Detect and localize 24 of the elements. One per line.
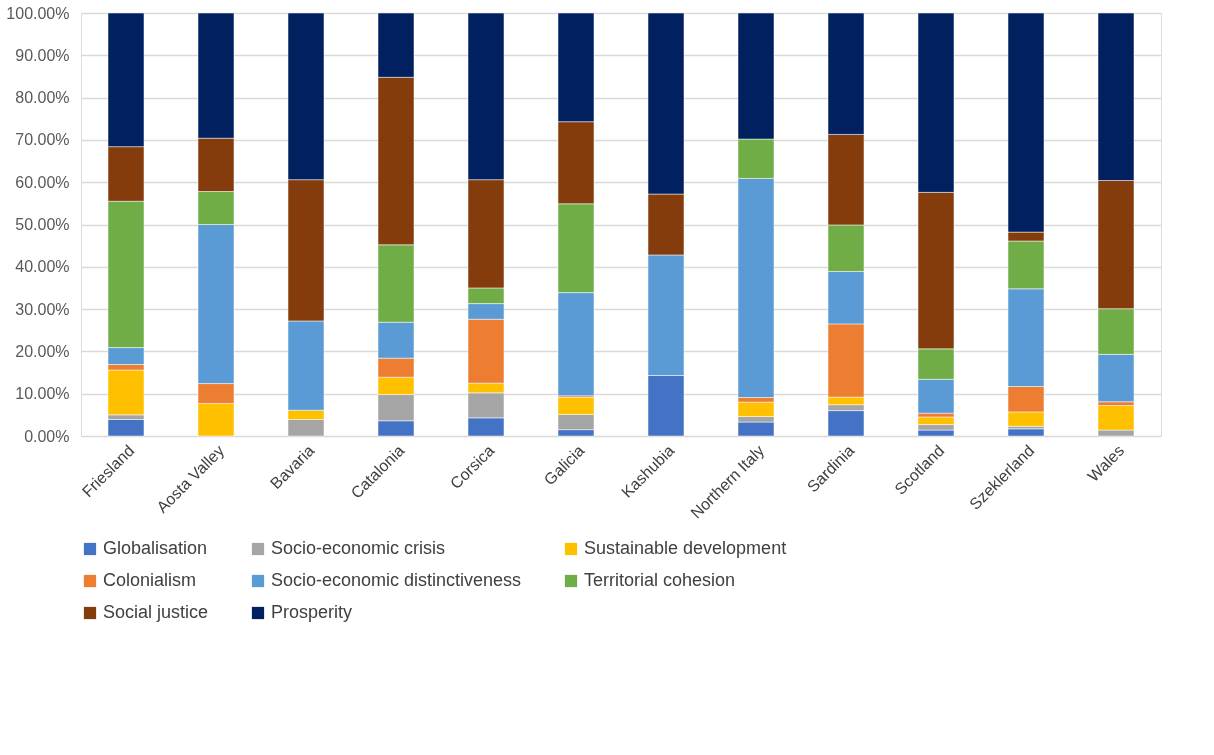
y-tick-label: 10.00%: [15, 385, 70, 403]
bar: [917, 429, 955, 437]
y-tick-label: 50.00%: [15, 216, 70, 233]
legend-label: Socio-economic distinctiveness: [271, 570, 522, 590]
y-tick-label: 100.00%: [6, 4, 70, 22]
y-tick-label: 80.00%: [15, 89, 70, 107]
y-tick-label: 20.00%: [15, 342, 70, 360]
y-tick-label: 40.00%: [15, 258, 70, 276]
y-tick-label: 30.00%: [15, 300, 70, 318]
legend-label: Globalisation: [103, 538, 208, 558]
legend-label: Territorial cohesion: [584, 570, 736, 590]
bar: [107, 369, 145, 416]
bar: [1007, 428, 1045, 437]
bar: [737, 421, 775, 437]
y-tick-label: 70.00%: [15, 131, 70, 149]
y-tick-label: 60.00%: [15, 173, 70, 191]
bar: [107, 419, 145, 437]
y-tick-label: 0.00%: [24, 427, 70, 445]
legend-label: Colonialism: [103, 570, 197, 590]
y-tick-label: 90.00%: [15, 46, 70, 64]
legend-label: Socio-economic crisis: [271, 538, 446, 558]
legend-label: Prosperity: [271, 602, 353, 622]
legend-label: Sustainable development: [584, 538, 787, 558]
legend-label: Social justice: [103, 602, 209, 622]
